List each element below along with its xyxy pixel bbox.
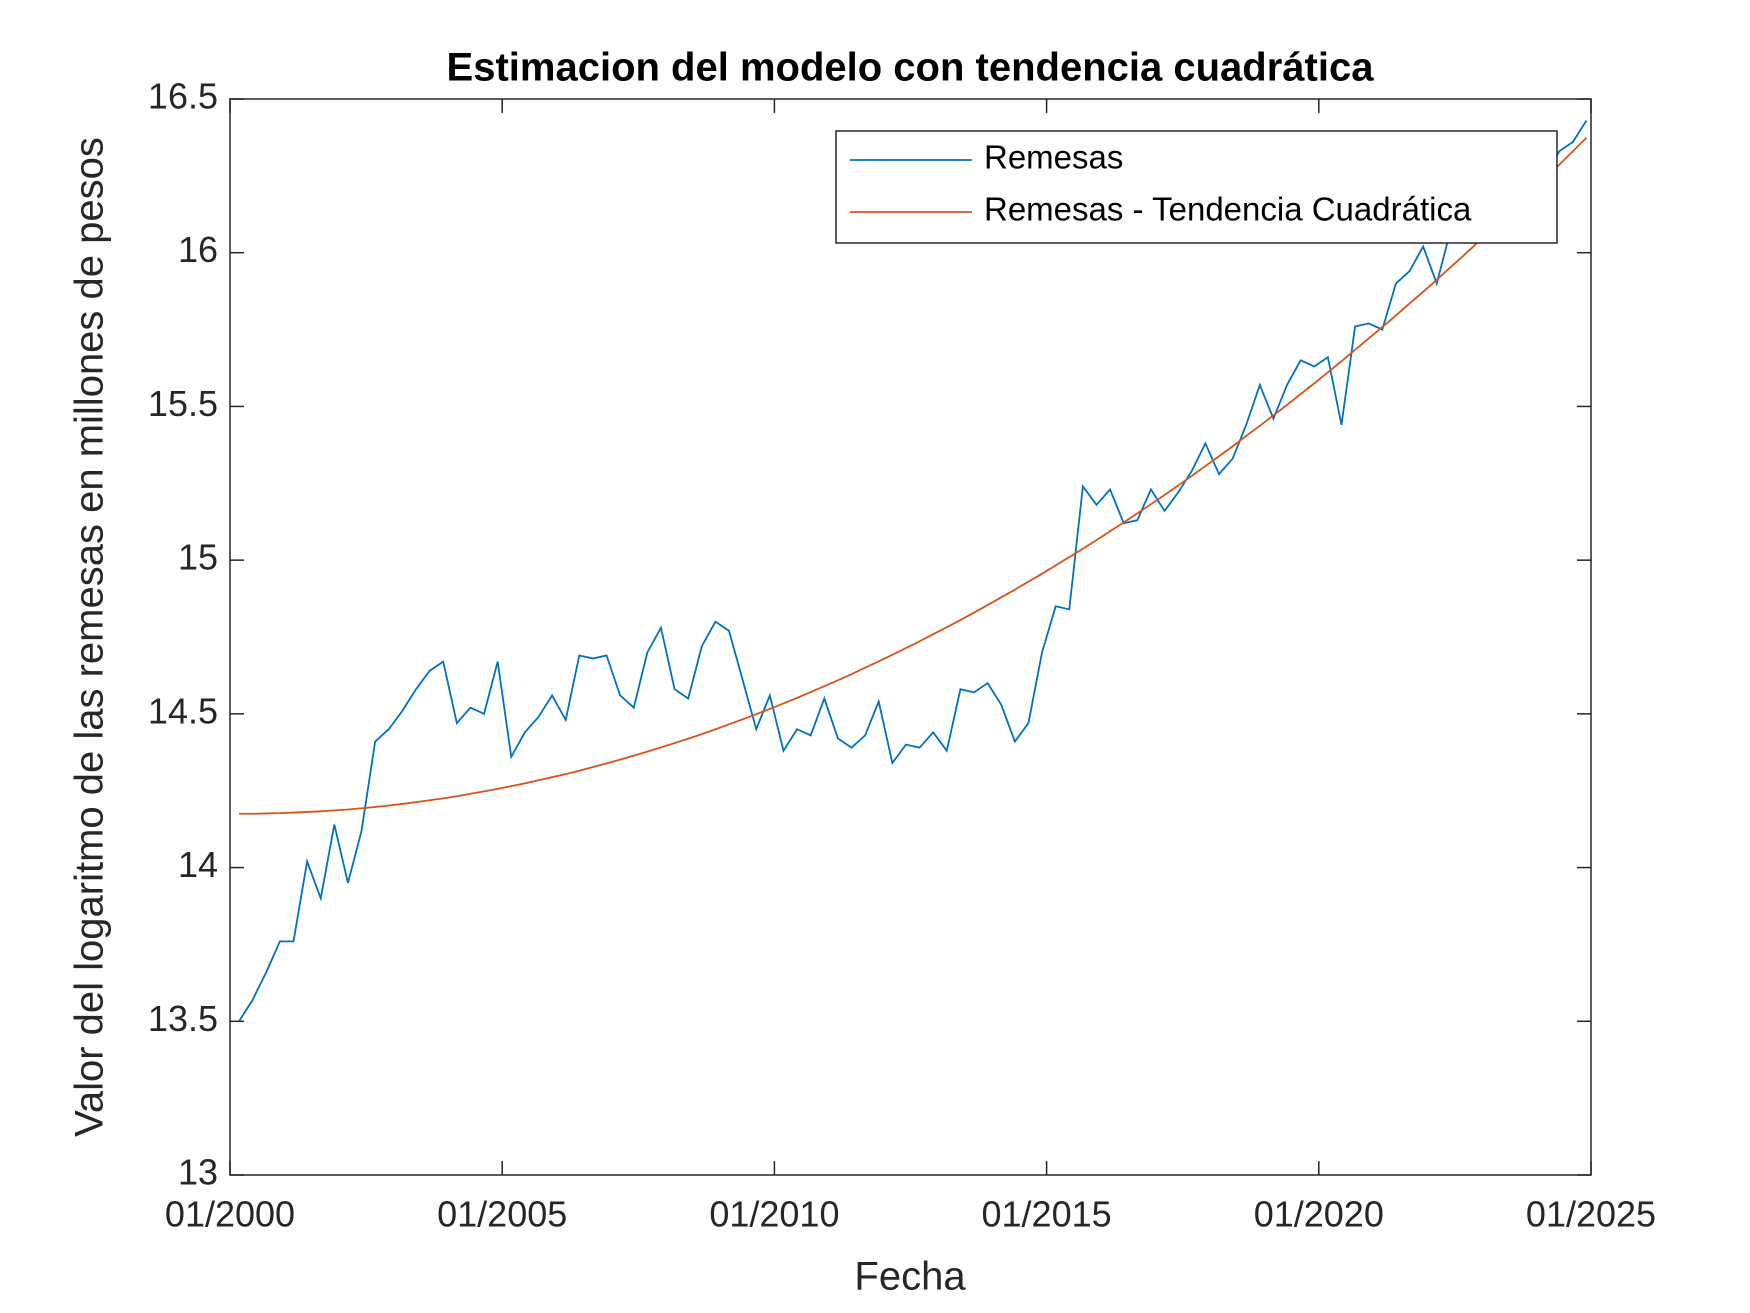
legend-label: Remesas <box>984 139 1123 176</box>
x-tick-label: 01/2025 <box>1526 1194 1656 1235</box>
y-tick-label: 14 <box>178 844 218 885</box>
y-tick-label: 16.5 <box>148 76 218 117</box>
x-tick-label: 01/2020 <box>1254 1194 1384 1235</box>
y-axis-label: Valor del logaritmo de las remesas en mi… <box>68 137 112 1137</box>
y-tick-label: 16 <box>178 229 218 270</box>
y-tick-label: 13.5 <box>148 998 218 1039</box>
series-line <box>238 120 1588 1022</box>
y-tick-label: 15.5 <box>148 383 218 424</box>
legend-label: Remesas - Tendencia Cuadrática <box>984 191 1472 228</box>
series-line <box>239 137 1588 815</box>
x-tick-label: 01/2015 <box>982 1194 1112 1235</box>
x-tick-label: 01/2000 <box>165 1194 295 1235</box>
y-tick-label: 15 <box>178 537 218 578</box>
plot-frame <box>229 98 1592 1176</box>
x-tick-label: 01/2005 <box>437 1194 567 1235</box>
chart-title: Estimacion del modelo con tendencia cuad… <box>447 46 1375 90</box>
legend-box <box>835 130 1558 244</box>
x-tick-label: 01/2010 <box>709 1194 839 1235</box>
x-axis-label: Fecha <box>854 1255 966 1299</box>
y-tick-label: 13 <box>178 1152 218 1193</box>
y-tick-label: 14.5 <box>148 690 218 731</box>
